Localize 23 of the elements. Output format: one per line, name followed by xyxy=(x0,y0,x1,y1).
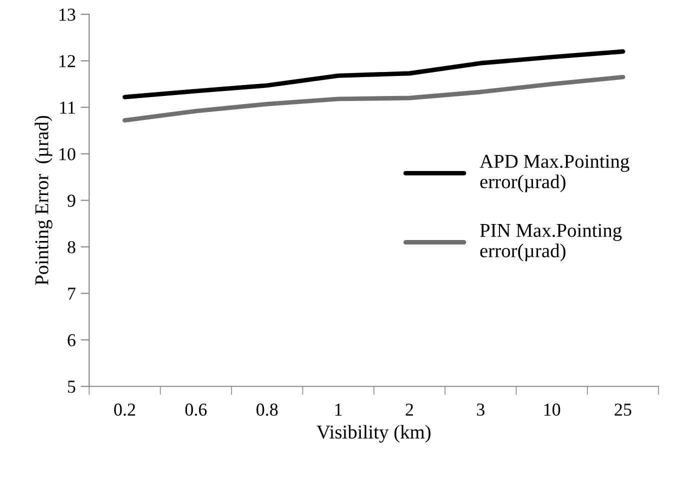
x-tick-label: 0.2 xyxy=(114,404,136,416)
x-tick-label: 25 xyxy=(614,404,632,416)
legend-label: APD Max.Pointing error(µrad) xyxy=(480,154,630,192)
y-tick-label: 10 xyxy=(60,148,76,160)
y-axis-title: Pointing Error (µrad) xyxy=(34,116,52,286)
y-tick-label: 13 xyxy=(60,8,76,21)
y-tick-label: 8 xyxy=(68,241,76,254)
x-tick-label: 3 xyxy=(476,404,484,416)
legend-label: PIN Max.Pointing error(µrad) xyxy=(480,224,622,262)
y-tick-label: 7 xyxy=(68,288,76,300)
x-tick-label: 1 xyxy=(335,404,342,416)
y-tick-label: 12 xyxy=(60,55,75,68)
x-tick-label: 0.8 xyxy=(256,404,278,416)
line-series xyxy=(122,74,626,123)
y-tick-label: 5 xyxy=(68,380,76,393)
y-tick-label: 6 xyxy=(68,334,76,346)
x-tick-label: 2 xyxy=(406,404,413,416)
x-axis-title: Visibility (km) xyxy=(316,424,430,443)
line-series xyxy=(122,49,626,100)
x-tick-label: 10 xyxy=(544,404,560,416)
x-tick-label: 0.6 xyxy=(185,404,207,416)
y-tick-label: 11 xyxy=(60,102,75,114)
y-tick-label: 9 xyxy=(68,194,76,207)
